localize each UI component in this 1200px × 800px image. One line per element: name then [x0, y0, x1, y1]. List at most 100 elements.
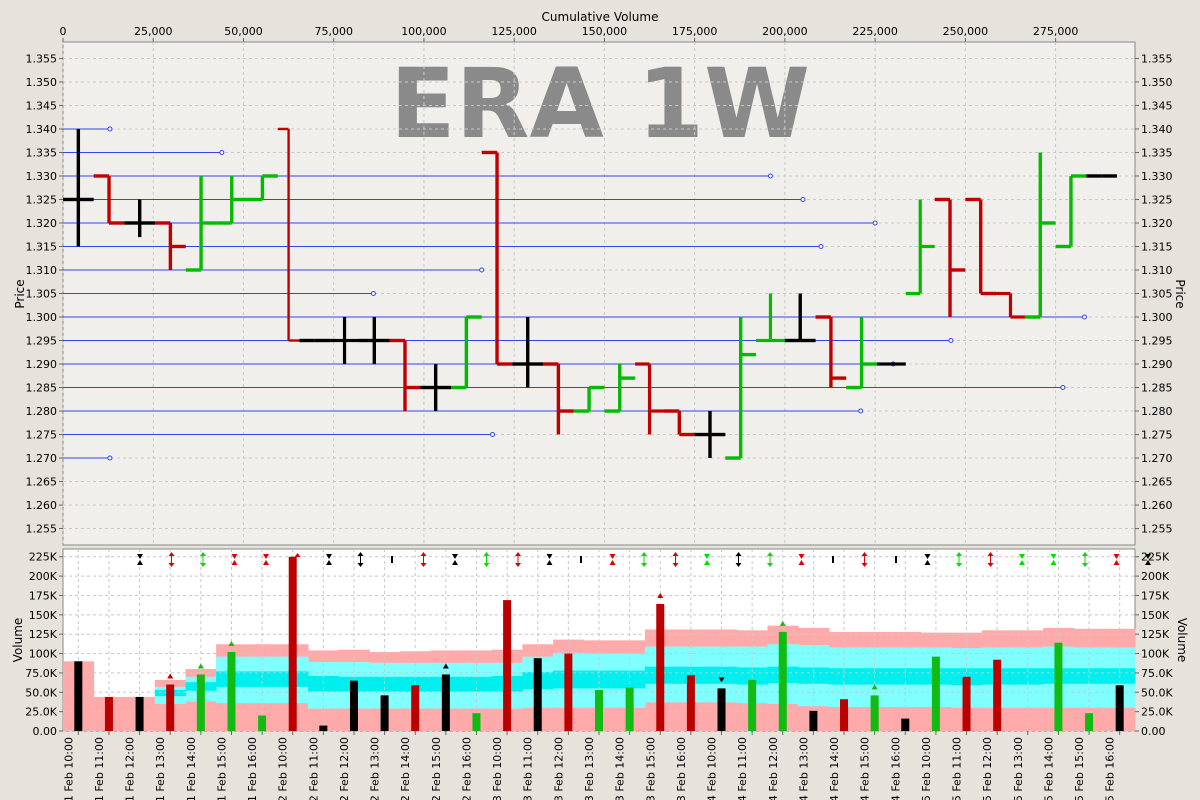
top-marker-dash [391, 556, 393, 563]
price-tick-label-left: 1.305 [26, 288, 58, 301]
top-marker-hourglass-top [326, 554, 332, 559]
time-tick-label: 11 Feb 10:00 [62, 737, 75, 800]
band-strong [246, 671, 278, 687]
time-tick-label: 15 Feb 16:00 [1104, 737, 1117, 800]
volume-bar [1115, 685, 1124, 731]
price-tick-label-right: 1.295 [1141, 335, 1173, 348]
cumvol-tick-label: 50,000 [224, 25, 263, 38]
volume-bar [288, 556, 297, 731]
price-tick-label-left: 1.325 [26, 193, 58, 206]
volume-bar [227, 652, 236, 731]
top-marker-hourglass-bottom [326, 560, 332, 565]
volume-bar [104, 696, 113, 731]
volume-bar-marker [779, 620, 786, 626]
level-end-marker [370, 291, 376, 296]
top-axis-title: Cumulative Volume [542, 10, 659, 24]
top-marker-hourglass-top [231, 554, 238, 559]
price-tick-labels: 1.355 1.355 1.350 1.350 1.345 1.345 1.340 1.340… [26, 52, 1173, 535]
volume-tick-label-right: 75.0K [1141, 667, 1173, 680]
cumvol-tick-label: 225,000 [852, 25, 898, 38]
price-volume-levels [63, 126, 1087, 461]
time-tick-label: 15 Feb 14:00 [1042, 737, 1055, 800]
volume-bar [840, 699, 849, 731]
volume-tick-label-left: 225K [29, 551, 58, 564]
cumvol-tick-label: 25,000 [134, 25, 173, 38]
top-marker-up [861, 552, 868, 556]
cumvol-tick-label: 0 [60, 25, 67, 38]
volume-tick-label-left: 150K [29, 609, 58, 622]
price-tick-label-left: 1.345 [26, 99, 58, 112]
top-marker-up [357, 552, 364, 556]
volume-bar [993, 659, 1002, 731]
volume-bar [472, 713, 481, 731]
time-tick-label: 11 Feb 12:00 [124, 737, 137, 800]
volume-bar [319, 725, 328, 731]
price-tick-label-right: 1.265 [1141, 476, 1173, 489]
time-tick-label: 13 Feb 10:00 [491, 737, 504, 800]
volume-bar [564, 653, 573, 731]
cumulative-volume-tick-labels: 0 25,000 50,000 75,000 100,000 125,000 150,000… [60, 25, 1078, 42]
price-tick-label-left: 1.290 [26, 358, 58, 371]
time-tick-label: 13 Feb 16:00 [675, 737, 688, 800]
time-tick-label: 11 Feb 16:00 [246, 737, 259, 800]
price-tick-label-right: 1.350 [1141, 76, 1173, 89]
volume-bar [717, 688, 726, 731]
volume-bar-marker [718, 677, 725, 683]
top-marker-down [767, 563, 773, 567]
top-marker-hourglass-bottom [798, 560, 805, 565]
time-tick-label: 12 Feb 15:00 [430, 737, 443, 800]
band-strong [614, 670, 646, 689]
time-tick-label: 14 Feb 13:00 [797, 737, 810, 800]
time-tick-label: 15 Feb 12:00 [981, 737, 994, 800]
volume-bars [74, 556, 1124, 731]
volume-bar [380, 695, 389, 731]
top-marker-up [956, 552, 962, 556]
volume-bar [135, 696, 144, 731]
ohlc-bars [63, 127, 1117, 460]
top-marker-down [420, 563, 427, 567]
top-marker-hourglass-bottom [704, 560, 710, 565]
top-marker-down [483, 563, 490, 567]
price-tick-label-right: 1.335 [1141, 146, 1173, 159]
top-marker-down [200, 563, 206, 567]
top-marker-hourglass-top [1019, 554, 1025, 559]
level-end-marker [107, 455, 113, 461]
volume-axis-title-left: Volume [11, 618, 25, 663]
top-marker-up [735, 552, 742, 556]
price-tick-label-right: 1.290 [1141, 358, 1173, 371]
top-marker-up [294, 553, 301, 557]
time-tick-label: 13 Feb 11:00 [522, 737, 535, 800]
time-tick-label: 13 Feb 15:00 [644, 737, 657, 800]
time-tick-label: 12 Feb 11:00 [307, 737, 320, 800]
top-marker-hourglass-top [704, 554, 710, 559]
volume-bar-marker [871, 684, 878, 690]
band-strong [369, 676, 401, 692]
top-marker-down [735, 563, 742, 567]
time-tick-label: 14 Feb 16:00 [889, 737, 902, 800]
price-tick-label-left: 1.320 [26, 217, 58, 230]
time-tick-label: 12 Feb 16:00 [460, 737, 473, 800]
top-marker-hourglass-top [452, 554, 458, 559]
time-tick-label: 14 Feb 12:00 [767, 737, 780, 800]
band-strong [583, 670, 615, 689]
top-marker-hourglass-bottom [452, 560, 458, 565]
volume-tick-label-left: 175K [29, 589, 58, 602]
volume-bar [258, 715, 267, 731]
volume-bar-marker [167, 673, 174, 679]
price-tick-label-left: 1.330 [26, 170, 58, 183]
time-tick-label: 14 Feb 10:00 [706, 737, 719, 800]
time-tick-label: 11 Feb 14:00 [185, 737, 198, 800]
time-tick-label: 13 Feb 14:00 [614, 737, 627, 800]
price-tick-label-right: 1.270 [1141, 452, 1173, 465]
cumvol-tick-label: 150,000 [582, 25, 628, 38]
top-marker-up [200, 552, 206, 556]
level-end-marker [490, 432, 496, 438]
price-tick-label-left: 1.285 [26, 382, 58, 395]
time-tick-label: 12 Feb 10:00 [277, 737, 290, 800]
cumvol-tick-label: 250,000 [943, 25, 989, 38]
volume-tick-label-left: 25.0K [25, 706, 57, 719]
price-tick-label-left: 1.255 [26, 523, 58, 536]
level-end-marker [479, 267, 485, 273]
volume-tick-label-left: 200K [29, 570, 58, 583]
